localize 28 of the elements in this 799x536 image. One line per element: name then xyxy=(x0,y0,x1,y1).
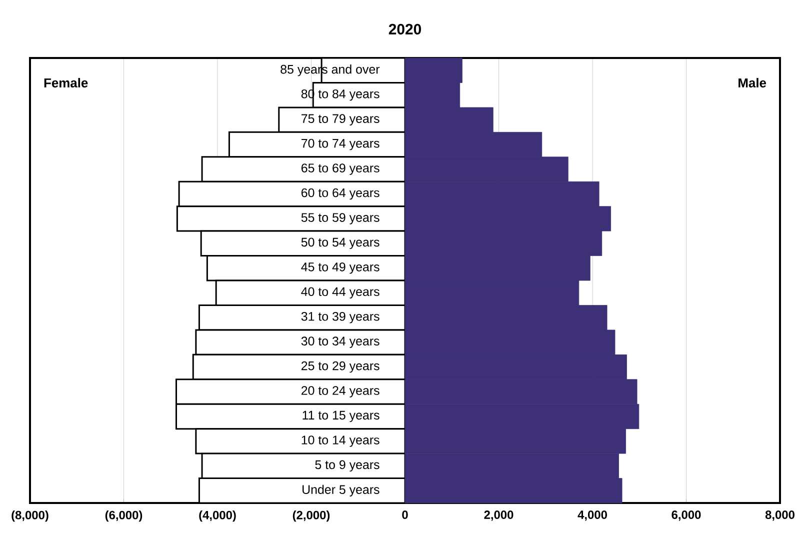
x-tick-label: 4,000 xyxy=(578,510,607,521)
x-tick-label: (2,000) xyxy=(292,510,330,522)
x-tick-label: (6,000) xyxy=(105,510,142,522)
y-tick-label: 30 to 34 years xyxy=(301,336,380,348)
y-tick-label: 20 to 24 years xyxy=(302,386,380,398)
x-tick-label: 8,000 xyxy=(765,510,794,521)
y-tick-label: 10 to 14 years xyxy=(302,436,380,447)
y-tick-label: 70 to 74 years xyxy=(302,138,380,150)
x-tick-label: (4,000) xyxy=(199,510,236,522)
annotation: Female xyxy=(44,78,88,88)
y-tick-label: 25 to 29 years xyxy=(302,361,380,373)
x-tick-label: 0 xyxy=(402,510,408,519)
y-tick-label: 50 to 54 years xyxy=(301,238,380,250)
x-tick-label: 2,000 xyxy=(484,510,514,521)
y-tick-label: 55 to 59 years xyxy=(301,213,380,224)
y-tick-label: 65 to 69 years xyxy=(302,164,380,175)
y-tick-label: 60 to 64 years xyxy=(302,188,380,200)
annotation: Male xyxy=(738,78,766,88)
chart-title: 2020 xyxy=(388,24,421,34)
x-tick-label: 6,000 xyxy=(672,510,701,521)
y-tick-label: Under 5 years xyxy=(302,484,380,496)
y-tick-label: 75 to 79 years xyxy=(302,114,380,126)
y-tick-label: 31 to 39 years xyxy=(301,312,380,324)
y-tick-label: 45 to 49 years xyxy=(301,262,380,274)
y-tick-label: 5 to 9 years xyxy=(315,460,380,472)
y-tick-label: 11 to 15 years xyxy=(302,410,380,422)
y-tick-label: 40 to 44 years xyxy=(301,287,380,298)
x-tick-label: (8,000) xyxy=(12,510,48,522)
